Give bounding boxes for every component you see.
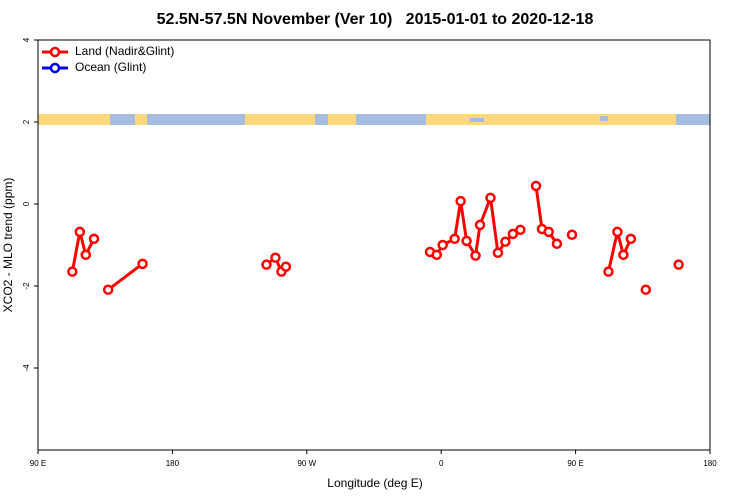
y-tick-label: 2: [22, 119, 31, 124]
legend-marker: [49, 46, 61, 58]
y-axis-label: XCO2 - MLO trend (ppm): [1, 178, 15, 313]
point: [507, 228, 519, 240]
point: [270, 252, 281, 263]
legend-marker: [49, 62, 61, 74]
point: [673, 259, 684, 270]
point: [437, 239, 448, 251]
point: [80, 249, 92, 261]
point: [618, 249, 629, 261]
point: [431, 249, 442, 261]
plot-frame: [37, 39, 711, 451]
y-tick-label: -4: [22, 364, 31, 372]
point: [461, 235, 472, 247]
point: [640, 284, 652, 295]
legend-label: Land (Nadir&Glint): [75, 44, 174, 58]
point: [449, 233, 460, 245]
series-line: [72, 186, 678, 290]
point: [137, 258, 148, 270]
y-tick-label: 4: [22, 37, 31, 42]
x-tick-label: 180: [166, 459, 180, 468]
x-tick-label: 90 E: [567, 459, 583, 468]
x-tick-label: 0: [439, 459, 444, 468]
point: [280, 261, 292, 272]
point: [470, 250, 481, 261]
point: [603, 266, 614, 277]
point: [485, 192, 496, 204]
chart-title: 52.5N-57.5N November (Ver 10) 2015-01-01…: [157, 11, 594, 28]
point: [530, 180, 542, 192]
point: [543, 226, 554, 238]
point: [551, 238, 563, 250]
point: [455, 195, 466, 207]
point: [74, 226, 86, 238]
point: [515, 224, 526, 236]
map-strip: [38, 114, 710, 125]
x-axis-label: Longitude (deg E): [327, 476, 422, 490]
x-tick-label: 180: [703, 459, 717, 468]
point: [566, 229, 578, 240]
point: [88, 233, 100, 245]
point: [102, 284, 114, 295]
point: [625, 233, 637, 245]
x-tick-label: 90 E: [30, 459, 46, 468]
point: [612, 226, 623, 238]
point: [67, 266, 78, 277]
x-tick-label: 90 W: [297, 459, 316, 468]
point: [261, 259, 272, 270]
legend-label: Ocean (Glint): [75, 60, 146, 74]
point: [474, 219, 486, 231]
point: [492, 247, 504, 259]
y-tick-label: -2: [22, 282, 31, 290]
point: [500, 236, 511, 247]
y-tick-label: 0: [22, 201, 31, 206]
